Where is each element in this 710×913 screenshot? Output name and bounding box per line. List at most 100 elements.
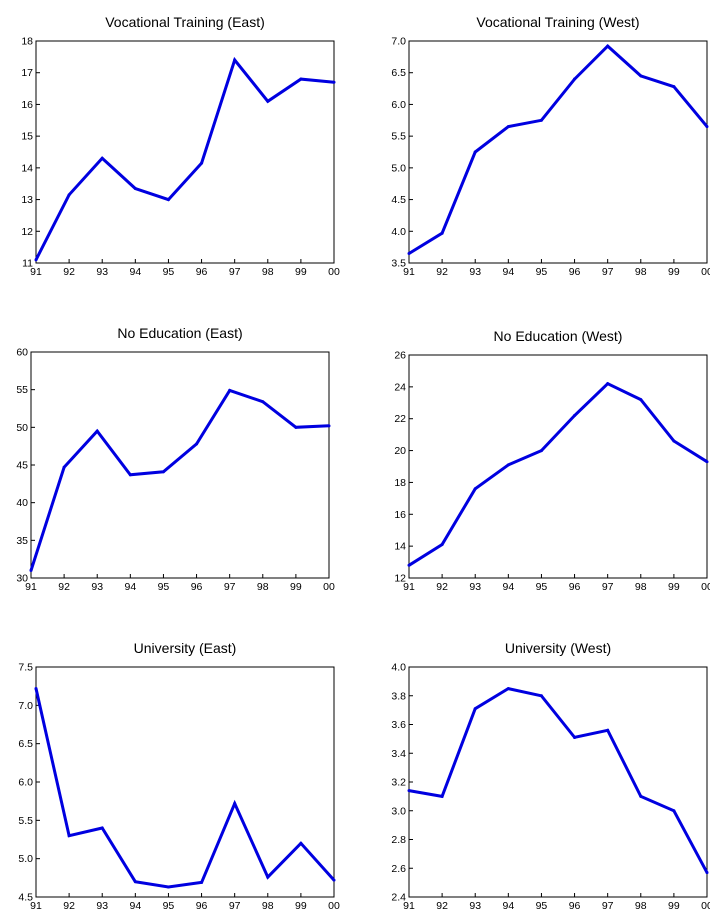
y-tick-label: 4.0	[391, 226, 406, 238]
x-tick-label: 97	[224, 581, 236, 593]
y-tick-label: 55	[16, 384, 28, 396]
data-point	[506, 687, 510, 691]
data-point	[34, 258, 38, 262]
y-tick-label: 4.5	[18, 892, 33, 904]
plot-frame	[30, 351, 330, 579]
y-tick-label: 14	[21, 162, 33, 174]
x-tick-label: 93	[469, 900, 481, 912]
y-tick-label: 16	[21, 99, 33, 111]
data-point	[473, 487, 477, 491]
y-tick-label: 3.8	[391, 690, 406, 702]
data-point	[639, 398, 643, 402]
data-point	[200, 161, 204, 165]
data-point	[407, 563, 411, 567]
data-point	[440, 231, 444, 235]
data-point	[29, 568, 33, 572]
y-tick-label: 50	[16, 422, 28, 434]
data-point	[67, 834, 71, 838]
x-tick-label: 97	[229, 900, 241, 912]
data-point	[100, 826, 104, 830]
x-tick-label: 97	[229, 266, 241, 278]
data-point	[606, 728, 610, 732]
x-tick-label: 98	[635, 581, 647, 593]
x-tick-label: 99	[668, 581, 680, 593]
y-tick-label: 24	[394, 381, 406, 393]
series-line	[408, 687, 709, 874]
x-tick-label: 93	[469, 581, 481, 593]
y-tick-label: 4.0	[391, 662, 406, 674]
y-tick-label: 13	[21, 194, 33, 206]
x-tick-label: 92	[58, 581, 70, 593]
data-point	[133, 880, 137, 884]
x-tick-label: 96	[569, 266, 581, 278]
x-tick-label: 91	[403, 266, 415, 278]
x-tick-label: 97	[602, 581, 614, 593]
y-tick-label: 6.0	[391, 99, 406, 111]
y-tick-label: 14	[394, 541, 406, 553]
data-point	[233, 58, 237, 62]
data-point	[606, 382, 610, 386]
y-tick-label: 2.4	[391, 892, 406, 904]
y-tick-label: 18	[21, 36, 33, 48]
y-tick-label: 18	[394, 477, 406, 489]
x-tick-label: 96	[196, 900, 208, 912]
data-point	[200, 880, 204, 884]
series-line	[408, 381, 708, 567]
data-point	[266, 875, 270, 879]
x-tick-label: 92	[436, 581, 448, 593]
x-tick-label: 99	[290, 581, 302, 593]
data-point	[672, 439, 676, 443]
plot-frame	[35, 40, 335, 264]
x-tick-label: 97	[602, 266, 614, 278]
data-point	[539, 118, 543, 122]
series-line	[34, 56, 335, 261]
x-tick-label: 00	[701, 900, 710, 912]
x-tick-label: 00	[328, 266, 340, 278]
x-tick-label: 96	[569, 581, 581, 593]
data-point	[672, 85, 676, 89]
x-tick-label: 91	[25, 581, 37, 593]
data-point	[440, 543, 444, 547]
x-tick-label: 99	[295, 266, 307, 278]
chart-panel-2: No Education (East) 30 35 40 45 50 55 60 91 92 93 9…	[16, 325, 335, 593]
y-tick-label: 15	[21, 131, 33, 143]
y-tick-label: 26	[394, 350, 406, 362]
x-tick-label: 98	[635, 900, 647, 912]
data-point	[639, 74, 643, 78]
data-point	[161, 470, 165, 474]
plot-frame	[408, 40, 708, 264]
x-tick-label: 93	[469, 266, 481, 278]
y-tick-label: 60	[16, 347, 28, 359]
y-tick-label: 3.2	[391, 777, 406, 789]
chart-panel-3: No Education (West) 12 14 16 18 20 22 24 26 91 92 9…	[394, 328, 710, 593]
x-tick-label: 93	[96, 900, 108, 912]
chart-title: No Education (East)	[117, 325, 242, 341]
y-tick-label: 6.5	[18, 738, 33, 750]
data-point	[506, 463, 510, 467]
x-tick-label: 91	[30, 266, 42, 278]
y-tick-label: 12	[394, 573, 406, 585]
data-point	[100, 156, 104, 160]
y-tick-label: 22	[394, 413, 406, 425]
y-tick-label: 45	[16, 460, 28, 472]
x-tick-label: 95	[158, 581, 170, 593]
data-point	[639, 794, 643, 798]
data-point	[299, 77, 303, 81]
data-point	[133, 186, 137, 190]
data-point	[34, 686, 38, 690]
x-tick-label: 98	[262, 900, 274, 912]
plot-frame	[408, 666, 708, 898]
data-point	[166, 198, 170, 202]
x-tick-label: 91	[403, 900, 415, 912]
chart-title: University (West)	[505, 640, 611, 656]
data-point	[606, 44, 610, 48]
x-tick-label: 92	[63, 266, 75, 278]
data-point	[332, 878, 336, 882]
x-tick-label: 97	[602, 900, 614, 912]
data-point	[539, 694, 543, 698]
y-tick-label: 35	[16, 535, 28, 547]
data-point	[473, 150, 477, 154]
data-point	[128, 473, 132, 477]
x-tick-label: 99	[668, 900, 680, 912]
x-tick-label: 92	[436, 266, 448, 278]
